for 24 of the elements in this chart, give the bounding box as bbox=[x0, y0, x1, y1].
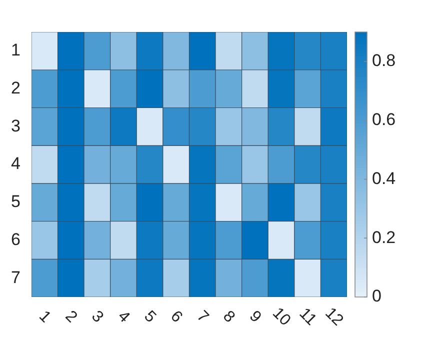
y-tick-label: 5 bbox=[10, 192, 20, 212]
color-bar-label: 0.2 bbox=[372, 228, 396, 247]
y-tick-label: 3 bbox=[10, 116, 20, 136]
x-tick-label: 2 bbox=[62, 308, 80, 326]
x-tick-label: 12 bbox=[322, 304, 346, 330]
x-tick-label: 3 bbox=[88, 308, 106, 326]
color-bar-label: 0.8 bbox=[372, 51, 396, 70]
color-bar-label: 0.6 bbox=[372, 110, 396, 130]
y-tick-label: 6 bbox=[10, 230, 20, 249]
y-tick-label: 4 bbox=[10, 154, 20, 174]
x-tick-label: 7 bbox=[193, 308, 212, 326]
y-tick-label: 7 bbox=[10, 268, 20, 287]
x-tick-label: 6 bbox=[166, 308, 186, 326]
x-tick-label: 8 bbox=[220, 308, 238, 326]
x-tick-label: 4 bbox=[114, 308, 133, 326]
color-bar-label: 0.4 bbox=[372, 168, 396, 188]
x-tick-label: 9 bbox=[246, 308, 264, 326]
x-tick-label: 1 bbox=[36, 308, 54, 326]
x-tick-label: 10 bbox=[269, 304, 294, 330]
x-tick-label: 5 bbox=[140, 308, 160, 326]
color-bar-label: 0 bbox=[372, 286, 382, 306]
y-tick-label: 1 bbox=[10, 40, 20, 60]
y-tick-label: 2 bbox=[10, 78, 20, 98]
x-tick-label: 11 bbox=[296, 305, 320, 329]
